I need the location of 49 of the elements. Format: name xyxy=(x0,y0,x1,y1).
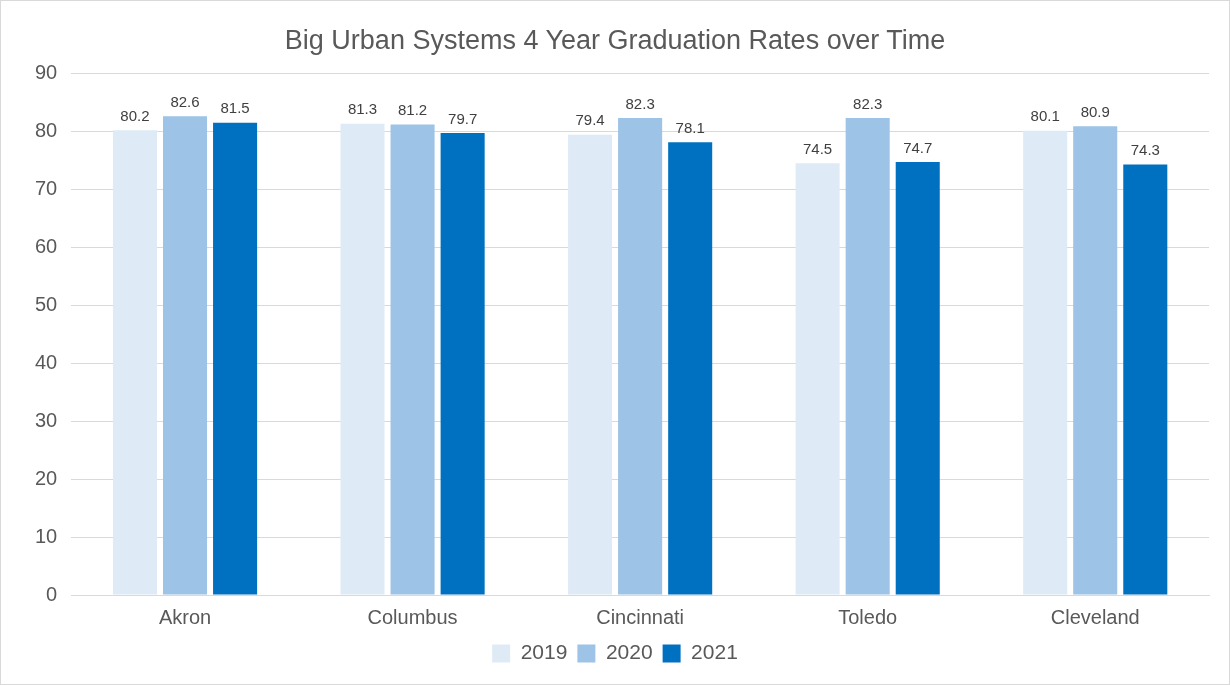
legend-label: 2019 xyxy=(520,640,568,664)
data-label: 80.9 xyxy=(1080,102,1110,120)
legend-label: 2021 xyxy=(691,640,738,664)
data-label: 82.3 xyxy=(625,94,655,112)
data-label: 74.5 xyxy=(803,139,833,157)
bar xyxy=(618,118,663,595)
legend-label: 2020 xyxy=(605,640,653,664)
data-label: 79.4 xyxy=(575,111,605,129)
bar xyxy=(340,123,385,595)
data-label: 74.3 xyxy=(1130,141,1160,159)
data-label: 81.3 xyxy=(347,100,378,118)
y-tick-label: 50 xyxy=(35,292,58,315)
data-label: 79.7 xyxy=(448,109,478,127)
bar xyxy=(1023,130,1068,595)
y-tick-label: 0 xyxy=(46,582,58,605)
x-tick-label: Toledo xyxy=(838,605,898,628)
data-label: 82.3 xyxy=(853,94,883,112)
x-tick-label: Cleveland xyxy=(1050,605,1140,628)
y-tick-label: 80 xyxy=(35,118,58,141)
data-label: 81.2 xyxy=(397,101,428,119)
x-tick-label: Akron xyxy=(158,605,212,628)
y-tick-label: 20 xyxy=(35,466,58,489)
y-tick-label: 90 xyxy=(35,60,58,83)
bar xyxy=(845,118,890,595)
x-tick-label: Cincinnati xyxy=(596,605,685,628)
bar xyxy=(795,163,840,595)
x-tick-label: Columbus xyxy=(367,605,458,628)
data-label: 82.6 xyxy=(170,92,200,110)
bar xyxy=(440,133,485,595)
bar xyxy=(895,162,940,595)
data-label: 80.1 xyxy=(1030,107,1060,125)
chart-title: Big Urban Systems 4 Year Graduation Rates over Time xyxy=(284,24,946,55)
y-tick-label: 70 xyxy=(35,176,58,199)
bar xyxy=(112,130,157,595)
bar xyxy=(163,116,208,595)
data-label: 81.5 xyxy=(220,99,250,117)
y-tick-label: 30 xyxy=(35,408,58,431)
bar xyxy=(213,122,258,595)
y-tick-label: 60 xyxy=(35,234,58,257)
data-label: 74.7 xyxy=(903,138,933,156)
bar xyxy=(1123,164,1168,595)
bar xyxy=(1073,126,1118,595)
bar xyxy=(390,124,435,595)
data-label: 78.1 xyxy=(675,119,705,137)
bar xyxy=(668,142,713,595)
y-tick-label: 40 xyxy=(35,350,58,373)
data-label: 80.2 xyxy=(120,106,150,124)
bar xyxy=(568,134,613,595)
y-tick-label: 10 xyxy=(35,524,58,547)
